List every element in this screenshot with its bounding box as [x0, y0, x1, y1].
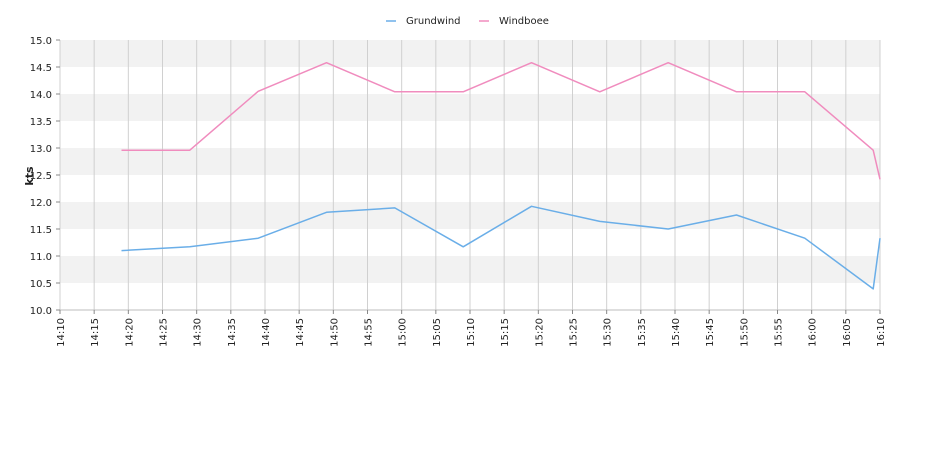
- y-tick-label: 10.5: [30, 279, 52, 290]
- y-axis-label: kts: [23, 166, 36, 186]
- x-axis: 14:10 14:15 14:20 14:25 14:30 14:35 14:40 14:45…: [56, 310, 887, 347]
- x-tick-label: 14:10: [56, 318, 67, 347]
- legend-label: Grundwind: [406, 16, 461, 27]
- x-tick-label: 14:55: [364, 318, 375, 347]
- series-lines: [121, 61, 881, 290]
- x-tick-label: 16:05: [842, 318, 853, 347]
- x-tick-label: 15:20: [534, 318, 545, 347]
- y-tick-label: 11.0: [30, 252, 52, 263]
- x-tick-label: 14:20: [124, 318, 135, 347]
- x-tick-label: 14:50: [329, 318, 340, 347]
- series-line-grundwind: [121, 205, 881, 290]
- x-tick-label: 15:00: [398, 318, 409, 347]
- y-tick-label: 13.0: [30, 144, 52, 155]
- x-tick-label: 15:15: [500, 318, 511, 347]
- x-tick-label: 14:15: [90, 318, 101, 347]
- x-tick-label: 15:05: [432, 318, 443, 347]
- x-tick-label: 14:35: [227, 318, 238, 347]
- x-tick-label: 15:40: [671, 318, 682, 347]
- y-tick-label: 12.0: [30, 198, 52, 209]
- legend: Grundwind Windboee: [386, 16, 549, 27]
- x-tick-label: 14:45: [295, 318, 306, 347]
- x-tick-label: 14:25: [159, 318, 170, 347]
- y-tick-label: 14.0: [30, 90, 52, 101]
- legend-label: Windboee: [499, 16, 549, 27]
- x-tick-label: 15:55: [774, 318, 785, 347]
- y-tick-label: 14.5: [30, 63, 52, 74]
- x-tick-label: 15:25: [569, 318, 580, 347]
- x-tick-label: 16:00: [808, 318, 819, 347]
- y-tick-label: 10.0: [30, 306, 52, 317]
- x-tick-label: 15:45: [705, 318, 716, 347]
- x-tick-label: 16:10: [876, 318, 887, 347]
- series-line-windboee: [121, 61, 881, 180]
- x-tick-label: 15:30: [603, 318, 614, 347]
- x-tick-label: 15:35: [637, 318, 648, 347]
- y-tick-label: 11.5: [30, 225, 52, 236]
- x-tick-label: 14:40: [261, 318, 272, 347]
- x-tick-label: 15:50: [739, 318, 750, 347]
- x-tick-label: 14:30: [193, 318, 204, 347]
- y-axis: 10.0 10.5 11.0 11.5 12.0 12.5 13.0 13.5 14.0 14.5…: [30, 36, 60, 317]
- x-tick-label: 15:10: [466, 318, 477, 347]
- y-tick-label: 13.5: [30, 117, 52, 128]
- y-tick-label: 15.0: [30, 36, 52, 47]
- y-tick-label: 12.5: [30, 171, 52, 182]
